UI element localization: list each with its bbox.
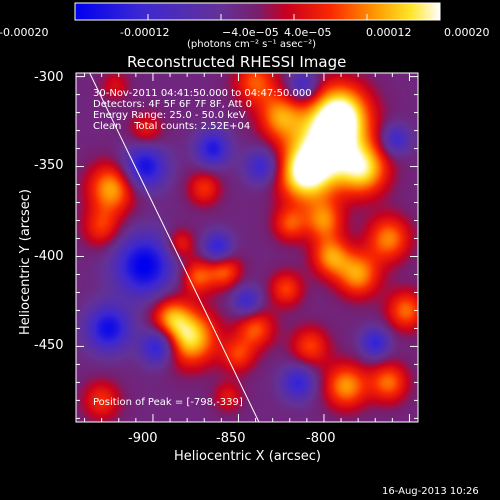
energy-range-label: Energy Range: 25.0 - 50.0 keV: [93, 110, 246, 121]
x-tick-label: -900: [128, 431, 158, 446]
y-tick-label: -350: [34, 158, 64, 173]
x-tick-label: -800: [306, 431, 336, 446]
peak-position-label: Position of Peak = [-798,-339]: [93, 397, 243, 408]
colorbar-tick-label: 0.00012: [366, 26, 412, 39]
time-range-label: 30-Nov-2011 04:41:50.000 to 04:47:50.000: [93, 88, 312, 99]
limb-line: [89, 72, 260, 423]
heatmap-raster: [76, 73, 418, 422]
colorbar-tick-label: 0.00020: [444, 26, 490, 39]
colorbar-tick-label: -0.00012: [120, 26, 170, 39]
footer-date: 16-Aug-2013 10:26: [382, 486, 479, 497]
colorbar-tick-label: -0.00020: [0, 26, 49, 39]
colorbar-tick-label: 4.0e−05: [284, 26, 332, 39]
clean-counts-label: Clean Total counts: 2.52E+04: [93, 121, 251, 132]
detectors-label: Detectors: 4F 5F 6F 7F 8F, Att 0: [93, 99, 253, 110]
colorbar-tick-label: −4.0e−05: [222, 26, 279, 39]
colorbar-gradient: [74, 2, 441, 21]
heatmap-image: [75, 72, 419, 423]
colorbar-unit-label: (photons cm⁻² s⁻¹ asec⁻²): [187, 39, 317, 50]
y-axis-label: Heliocentric Y (arcsec): [18, 189, 33, 335]
chart-title: Reconstructed RHESSI Image: [127, 53, 347, 71]
axis-ticks: [76, 73, 418, 422]
plot-frame: [75, 72, 419, 423]
x-axis-label: Heliocentric X (arcsec): [174, 449, 321, 464]
y-tick-label: -450: [34, 338, 64, 353]
y-tick-label: -400: [34, 249, 64, 264]
y-tick-label: -300: [34, 70, 64, 85]
x-tick-label: -850: [216, 431, 246, 446]
colorbar-ticks: [74, 14, 441, 20]
colorbar: [74, 2, 441, 21]
